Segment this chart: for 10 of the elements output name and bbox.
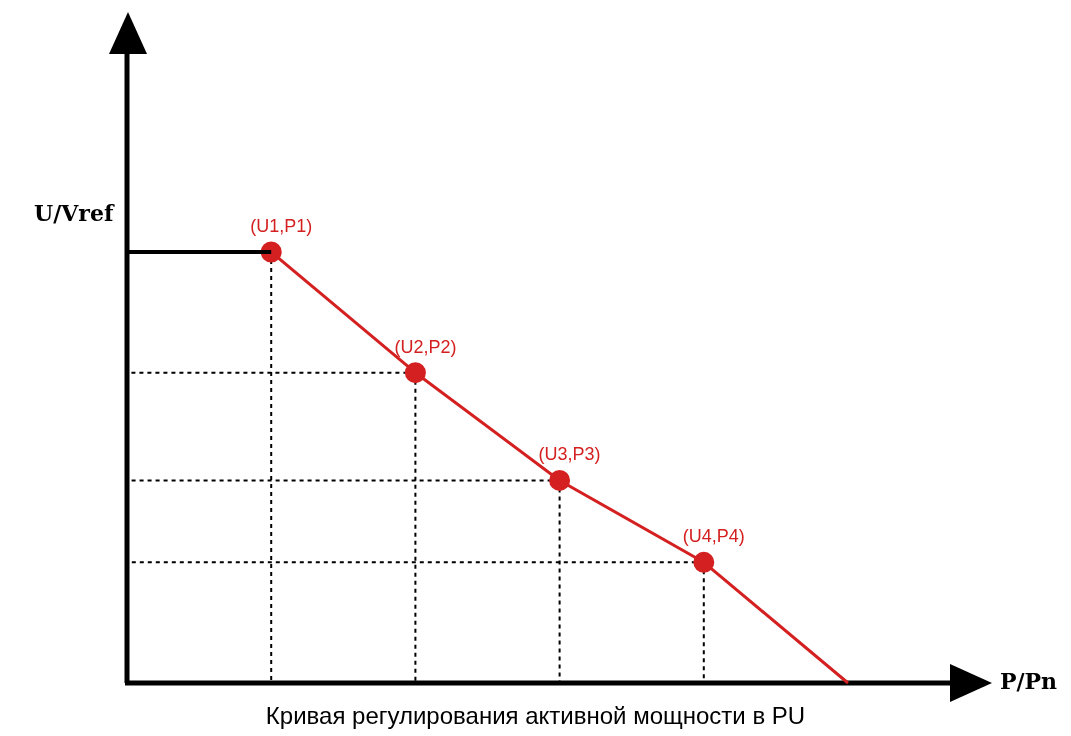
- point: [693, 551, 715, 573]
- point: [549, 469, 571, 491]
- annotation: (U2,P2): [394, 336, 457, 357]
- annotation: (U4,P4): [682, 526, 745, 547]
- x-axis-title: P/Pn: [1000, 668, 1058, 694]
- y-axis-title: U/Vref: [34, 200, 114, 226]
- annotation: (U3,P3): [538, 444, 601, 465]
- text: Кривая регулирования активной мощности в PU: [264, 702, 807, 730]
- point: [404, 362, 426, 384]
- annotation: (U1,P1): [250, 216, 313, 236]
